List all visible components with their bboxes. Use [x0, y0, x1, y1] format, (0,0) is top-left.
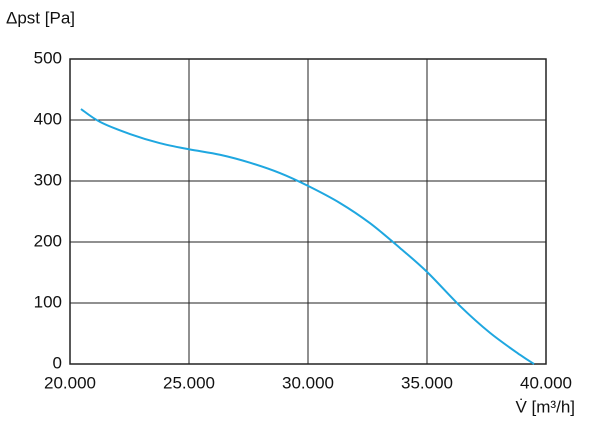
plot-frame	[69, 58, 547, 365]
y-tick-label: 500	[34, 48, 62, 67]
x-axis-label: V̇ [m³/h]	[515, 397, 575, 416]
y-tick-label: 400	[34, 109, 62, 128]
x-tick-label: 30.000	[282, 373, 334, 392]
y-tick-label: 200	[34, 231, 62, 250]
x-tick-label: 25.000	[163, 373, 215, 392]
x-tick-label: 40.000	[520, 373, 572, 392]
y-tick-label: 100	[34, 292, 62, 311]
x-tick-label: 35.000	[401, 373, 453, 392]
y-axis-label: Δpst [Pa]	[6, 8, 75, 27]
x-tick-label: 20.000	[44, 373, 96, 392]
y-tick-label: 0	[53, 353, 62, 372]
y-tick-label: 300	[34, 170, 62, 189]
line-series	[80, 108, 535, 365]
